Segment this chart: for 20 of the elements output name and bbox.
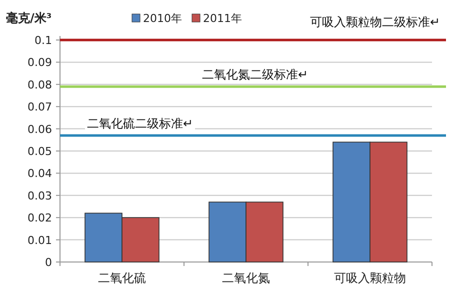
y-tick-label: 0.05 bbox=[28, 145, 52, 158]
y-tick-label: 0.1 bbox=[34, 34, 52, 47]
ref-line-label: 二氧化氮二级标准↵ bbox=[202, 68, 308, 82]
y-tick-label: 0.06 bbox=[28, 122, 52, 136]
legend-label: 2010年 bbox=[143, 12, 182, 25]
ref-line-label: 二氧化硫二级标准↵ bbox=[86, 116, 194, 130]
x-tick-label: 二氧化硫 bbox=[98, 271, 146, 285]
legend-label: 2011年 bbox=[203, 12, 242, 25]
ref-line-label: 可吸入颗粒物二级标准↵ bbox=[310, 15, 440, 29]
x-tick-label: 二氧化氮 bbox=[222, 271, 270, 285]
y-tick-label: 0.07 bbox=[28, 100, 52, 114]
y-tick-label: 0.08 bbox=[28, 78, 52, 92]
y-tick-label: 0.09 bbox=[28, 56, 52, 70]
x-tick-label: 可吸入颗粒物 bbox=[334, 271, 406, 285]
y-tick-label: 0.01 bbox=[28, 234, 52, 247]
y-tick-label: 0.04 bbox=[28, 167, 52, 180]
y-tick-label: 0 bbox=[45, 256, 52, 269]
y-tick-label: 0.02 bbox=[28, 212, 52, 225]
y-axis-title: 毫克/米³ bbox=[6, 11, 52, 25]
y-tick-label: 0.03 bbox=[28, 189, 52, 202]
